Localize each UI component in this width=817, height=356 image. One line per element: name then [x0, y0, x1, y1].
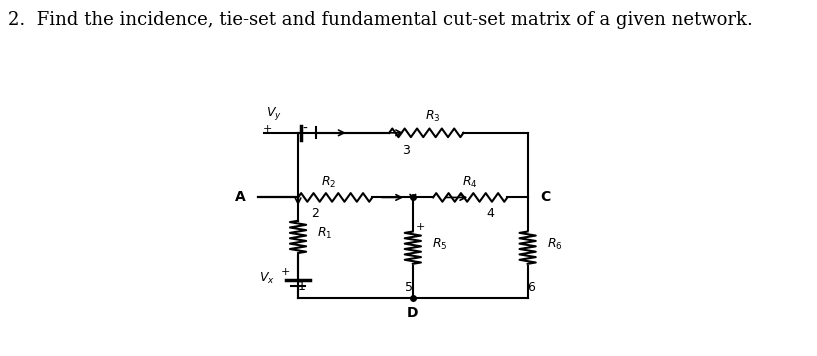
Text: $R_4$: $R_4$	[462, 174, 478, 189]
Text: $R_2$: $R_2$	[321, 174, 336, 189]
Text: +: +	[281, 267, 291, 277]
Text: A: A	[234, 190, 245, 204]
Text: +: +	[416, 222, 426, 232]
Text: D: D	[407, 306, 418, 320]
Text: 4: 4	[487, 208, 494, 220]
Text: +: +	[263, 124, 272, 134]
Text: $R_6$: $R_6$	[547, 236, 562, 252]
Text: 5: 5	[405, 281, 413, 294]
Text: $R_3$: $R_3$	[426, 109, 441, 124]
Text: $V_x$: $V_x$	[259, 271, 275, 286]
Text: C: C	[540, 190, 550, 204]
Text: $V_y$: $V_y$	[266, 105, 283, 122]
Text: 2.  Find the incidence, tie-set and fundamental cut-set matrix of a given networ: 2. Find the incidence, tie-set and funda…	[8, 11, 753, 29]
Text: $R_5$: $R_5$	[431, 236, 447, 252]
Text: 2: 2	[311, 208, 319, 220]
Text: $R_1$: $R_1$	[317, 226, 333, 241]
Text: 3: 3	[402, 143, 410, 157]
Text: -: -	[302, 122, 307, 136]
Text: 1: 1	[297, 280, 306, 293]
Text: 6: 6	[527, 281, 535, 294]
